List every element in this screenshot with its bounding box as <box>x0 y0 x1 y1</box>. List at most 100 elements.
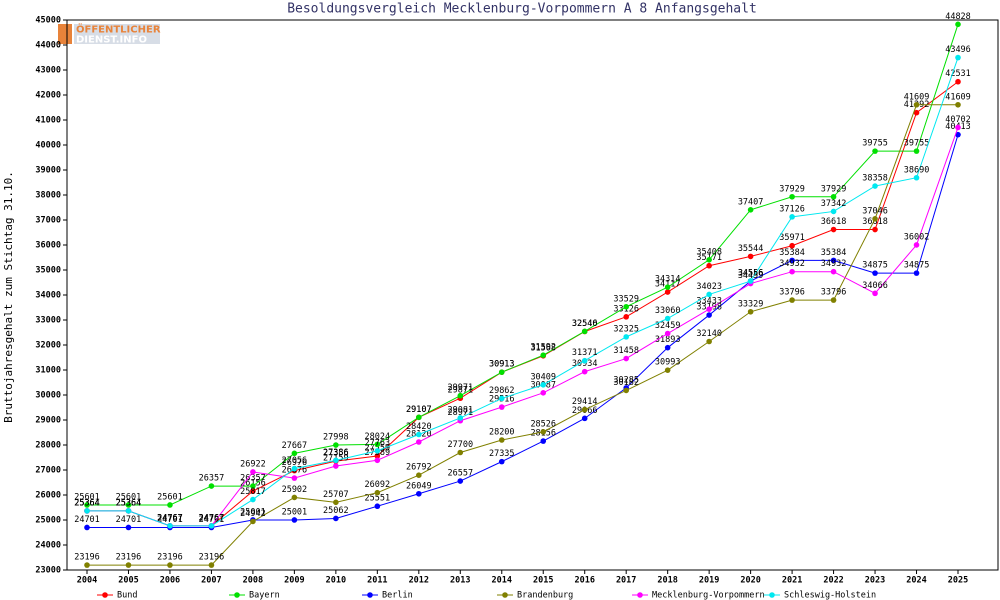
data-point <box>913 101 920 108</box>
data-label: 26092 <box>365 480 391 490</box>
data-label: 25001 <box>282 507 308 517</box>
data-point <box>872 290 878 297</box>
y-tick-label: 37000 <box>35 216 61 226</box>
data-point <box>872 183 878 189</box>
legend-marker <box>234 592 240 598</box>
legend-label: Mecklenburg-Vorpommern <box>652 591 765 600</box>
data-point <box>457 415 464 421</box>
data-point <box>291 475 298 481</box>
logo: ÖFFENTLICHER DIENST.INFO <box>58 22 161 46</box>
data-point <box>664 284 671 290</box>
data-label: 24701 <box>199 515 225 525</box>
legend-label: Brandenburg <box>517 591 573 600</box>
data-label: 29971 <box>447 383 473 393</box>
data-label: 41609 <box>945 92 971 102</box>
x-tick-label: 2020 <box>740 576 760 586</box>
data-point <box>457 478 464 484</box>
legend-label: Bund <box>117 591 137 600</box>
data-point <box>872 216 878 222</box>
data-label: 27356 <box>323 449 349 459</box>
data-label: 31592 <box>530 343 556 353</box>
data-point <box>872 270 878 276</box>
data-point <box>125 508 132 514</box>
data-label: 25601 <box>157 492 183 502</box>
x-tick-label: 2024 <box>906 576 926 586</box>
y-tick-label: 23000 <box>35 566 61 576</box>
data-label: 41609 <box>904 92 930 102</box>
data-label: 24701 <box>116 515 142 525</box>
data-label: 25001 <box>240 507 266 517</box>
y-tick-label: 25000 <box>35 516 61 526</box>
logo-box <box>74 24 160 44</box>
x-tick-label: 2025 <box>948 576 968 586</box>
data-point <box>416 414 422 421</box>
data-label: 24767 <box>157 513 183 523</box>
data-point <box>623 314 629 320</box>
x-tick-label: 2004 <box>77 576 97 586</box>
x-tick-label: 2007 <box>201 576 221 586</box>
data-point <box>291 517 298 523</box>
data-label: 30913 <box>489 360 515 370</box>
data-label: 27386 <box>323 448 349 458</box>
x-tick-label: 2019 <box>699 576 719 586</box>
data-point <box>664 289 671 295</box>
series-line <box>87 57 959 527</box>
data-label: 25817 <box>240 487 266 497</box>
data-label: 24701 <box>157 515 183 525</box>
data-point <box>498 458 505 465</box>
data-point <box>955 21 961 28</box>
data-label: 33060 <box>655 306 681 316</box>
y-axis-label: Bruttojahresgehalt zum Stichtag 31.10. <box>2 171 15 423</box>
data-label: 36618 <box>821 217 847 227</box>
x-tick-label: 2011 <box>367 576 387 586</box>
series-line <box>87 127 959 527</box>
data-point <box>581 357 588 364</box>
data-label: 42531 <box>945 69 971 79</box>
data-point <box>872 148 878 154</box>
data-label: 26792 <box>406 463 432 473</box>
data-point <box>706 306 712 312</box>
data-point <box>416 439 422 445</box>
data-point <box>250 496 256 503</box>
logo-icon <box>58 24 72 44</box>
data-label: 27700 <box>447 440 473 450</box>
legend-label: Berlin <box>382 591 413 600</box>
data-point <box>84 524 90 531</box>
data-label: 40702 <box>945 115 971 125</box>
data-point <box>955 54 961 61</box>
data-label: 24767 <box>157 513 183 523</box>
data-point <box>374 441 381 448</box>
data-label: 25364 <box>116 498 142 508</box>
data-label: 38358 <box>862 174 888 184</box>
data-label: 37046 <box>862 206 888 216</box>
x-tick-label: 2023 <box>865 576 885 586</box>
data-point <box>664 330 671 337</box>
data-label: 28024 <box>365 432 391 442</box>
y-tick-label: 41000 <box>35 116 61 126</box>
y-tick-label: 38000 <box>35 191 61 201</box>
data-label: 25707 <box>323 490 349 500</box>
data-point <box>84 508 90 514</box>
x-tick-label: 2021 <box>782 576 802 586</box>
data-label: 24767 <box>199 513 225 523</box>
data-label: 37342 <box>821 199 847 209</box>
data-point <box>955 124 961 131</box>
data-label: 35384 <box>821 248 847 258</box>
data-point <box>664 367 671 373</box>
data-point <box>374 453 381 459</box>
data-point <box>789 214 795 220</box>
data-label: 33529 <box>613 294 639 304</box>
data-point <box>167 523 173 529</box>
data-point <box>416 490 422 497</box>
y-tick-label: 44000 <box>35 41 61 51</box>
data-point <box>167 502 173 508</box>
data-label: 27667 <box>282 441 308 451</box>
data-label: 24767 <box>199 513 225 523</box>
y-tick-label: 42000 <box>35 91 61 101</box>
data-label: 25062 <box>323 506 349 516</box>
y-tick-label: 31000 <box>35 366 61 376</box>
data-point <box>125 502 132 508</box>
y-tick-label: 39000 <box>35 166 61 176</box>
x-tick-label: 2016 <box>574 576 594 586</box>
data-label: 31568 <box>530 343 556 353</box>
